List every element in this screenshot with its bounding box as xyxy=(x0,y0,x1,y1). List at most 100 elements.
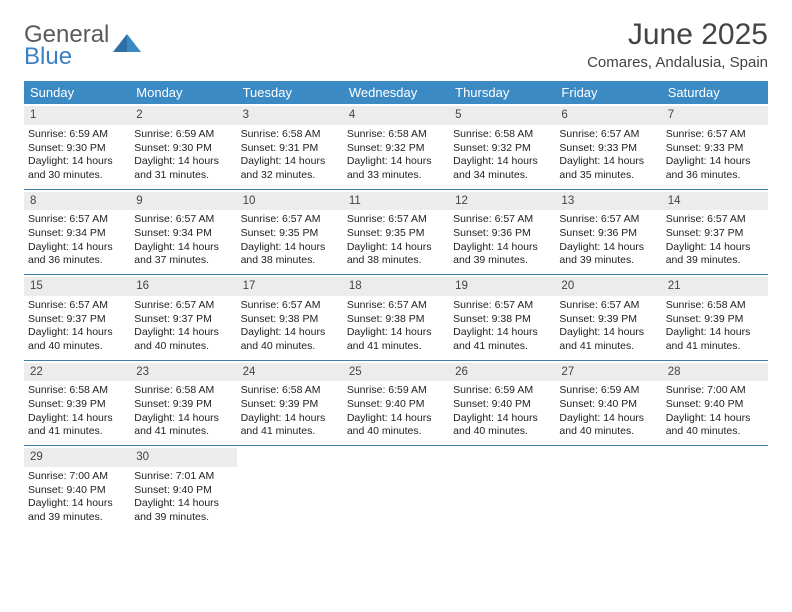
day-cell: 5Sunrise: 6:58 AMSunset: 9:32 PMDaylight… xyxy=(449,104,555,189)
daylight-line: Daylight: 14 hours and 34 minutes. xyxy=(453,155,551,182)
daylight-line: Daylight: 14 hours and 31 minutes. xyxy=(134,155,232,182)
day-cell: 17Sunrise: 6:57 AMSunset: 9:38 PMDayligh… xyxy=(237,275,343,360)
week-row: 22Sunrise: 6:58 AMSunset: 9:39 PMDayligh… xyxy=(24,361,768,447)
day-number: 7 xyxy=(662,106,768,125)
week-row: 1Sunrise: 6:59 AMSunset: 9:30 PMDaylight… xyxy=(24,104,768,190)
daylight-line: Daylight: 14 hours and 40 minutes. xyxy=(559,412,657,439)
sunrise-line: Sunrise: 6:57 AM xyxy=(453,299,551,313)
day-number: 27 xyxy=(555,363,661,382)
daylight-line: Daylight: 14 hours and 41 minutes. xyxy=(134,412,232,439)
sunrise-line: Sunrise: 6:58 AM xyxy=(134,384,232,398)
sunrise-line: Sunrise: 6:57 AM xyxy=(559,128,657,142)
logo-text: General Blue xyxy=(24,24,109,67)
sunrise-line: Sunrise: 6:57 AM xyxy=(28,299,126,313)
day-number: 22 xyxy=(24,363,130,382)
weekday-label: Saturday xyxy=(662,81,768,104)
day-number: 30 xyxy=(130,448,236,467)
daylight-line: Daylight: 14 hours and 39 minutes. xyxy=(28,497,126,524)
daylight-line: Daylight: 14 hours and 33 minutes. xyxy=(347,155,445,182)
sunrise-line: Sunrise: 6:58 AM xyxy=(347,128,445,142)
sunrise-line: Sunrise: 6:57 AM xyxy=(134,299,232,313)
sunrise-line: Sunrise: 6:58 AM xyxy=(453,128,551,142)
day-cell xyxy=(343,446,449,531)
day-cell: 27 Sunrise: 6:59 AMSunset: 9:40 PMDayligh… xyxy=(555,361,661,446)
sunset-line: Sunset: 9:40 PM xyxy=(453,398,551,412)
day-cell: 6 Sunrise: 6:57 AMSunset: 9:33 PMDaylight… xyxy=(555,104,661,189)
daylight-line: Daylight: 14 hours and 40 minutes. xyxy=(666,412,764,439)
week-row: 8Sunrise: 6:57 AMSunset: 9:34 PMDaylight… xyxy=(24,190,768,276)
sunset-line: Sunset: 9:34 PM xyxy=(28,227,126,241)
sunset-line: Sunset: 9:39 PM xyxy=(241,398,339,412)
day-number: 18 xyxy=(343,277,449,296)
sunset-line: Sunset: 9:37 PM xyxy=(666,227,764,241)
day-number: 15 xyxy=(24,277,130,296)
day-number: 12 xyxy=(449,192,555,211)
day-cell: 18Sunrise: 6:57 AMSunset: 9:38 PMDayligh… xyxy=(343,275,449,360)
sunset-line: Sunset: 9:35 PM xyxy=(241,227,339,241)
day-cell: 20Sunrise: 6:57 AMSunset: 9:39 PMDayligh… xyxy=(555,275,661,360)
sunset-line: Sunset: 9:39 PM xyxy=(666,313,764,327)
sunset-line: Sunset: 9:36 PM xyxy=(453,227,551,241)
sunset-line: Sunset: 9:32 PM xyxy=(347,142,445,156)
weekday-label: Wednesday xyxy=(343,81,449,104)
week-row: 29Sunrise: 7:00 AMSunset: 9:40 PMDayligh… xyxy=(24,446,768,531)
day-number: 25 xyxy=(343,363,449,382)
day-cell: 22Sunrise: 6:58 AMSunset: 9:39 PMDayligh… xyxy=(24,361,130,446)
sunset-line: Sunset: 9:37 PM xyxy=(28,313,126,327)
sunset-line: Sunset: 9:33 PM xyxy=(559,142,657,156)
day-number: 9 xyxy=(130,192,236,211)
location: Comares, Andalusia, Spain xyxy=(587,54,768,71)
day-cell: 8Sunrise: 6:57 AMSunset: 9:34 PMDaylight… xyxy=(24,190,130,275)
sunrise-line: Sunrise: 6:58 AM xyxy=(28,384,126,398)
day-cell: 29Sunrise: 7:00 AMSunset: 9:40 PMDayligh… xyxy=(24,446,130,531)
sunrise-line: Sunrise: 6:57 AM xyxy=(28,213,126,227)
sunrise-line: Sunrise: 6:58 AM xyxy=(241,128,339,142)
day-number: 23 xyxy=(130,363,236,382)
day-cell: 11Sunrise: 6:57 AMSunset: 9:35 PMDayligh… xyxy=(343,190,449,275)
day-cell: 14Sunrise: 6:57 AMSunset: 9:37 PMDayligh… xyxy=(662,190,768,275)
day-number: 6 xyxy=(555,106,661,125)
day-cell: 13Sunrise: 6:57 AMSunset: 9:36 PMDayligh… xyxy=(555,190,661,275)
sunrise-line: Sunrise: 7:01 AM xyxy=(134,470,232,484)
day-number: 5 xyxy=(449,106,555,125)
day-cell xyxy=(237,446,343,531)
daylight-line: Daylight: 14 hours and 40 minutes. xyxy=(347,412,445,439)
day-number: 3 xyxy=(237,106,343,125)
sunrise-line: Sunrise: 6:59 AM xyxy=(559,384,657,398)
daylight-line: Daylight: 14 hours and 35 minutes. xyxy=(559,155,657,182)
sunset-line: Sunset: 9:33 PM xyxy=(666,142,764,156)
daylight-line: Daylight: 14 hours and 39 minutes. xyxy=(666,241,764,268)
daylight-line: Daylight: 14 hours and 36 minutes. xyxy=(666,155,764,182)
daylight-line: Daylight: 14 hours and 41 minutes. xyxy=(666,326,764,353)
day-number: 14 xyxy=(662,192,768,211)
daylight-line: Daylight: 14 hours and 40 minutes. xyxy=(28,326,126,353)
day-number: 24 xyxy=(237,363,343,382)
sunset-line: Sunset: 9:38 PM xyxy=(453,313,551,327)
daylight-line: Daylight: 14 hours and 38 minutes. xyxy=(347,241,445,268)
daylight-line: Daylight: 14 hours and 36 minutes. xyxy=(28,241,126,268)
sunrise-line: Sunrise: 6:57 AM xyxy=(559,299,657,313)
sunset-line: Sunset: 9:30 PM xyxy=(28,142,126,156)
sunset-line: Sunset: 9:40 PM xyxy=(559,398,657,412)
day-cell: 19Sunrise: 6:57 AMSunset: 9:38 PMDayligh… xyxy=(449,275,555,360)
day-cell: 26Sunrise: 6:59 AMSunset: 9:40 PMDayligh… xyxy=(449,361,555,446)
sunset-line: Sunset: 9:39 PM xyxy=(134,398,232,412)
day-cell: 2Sunrise: 6:59 AMSunset: 9:30 PMDaylight… xyxy=(130,104,236,189)
day-number: 28 xyxy=(662,363,768,382)
sunset-line: Sunset: 9:39 PM xyxy=(28,398,126,412)
weekday-label: Thursday xyxy=(449,81,555,104)
day-cell: 1Sunrise: 6:59 AMSunset: 9:30 PMDaylight… xyxy=(24,104,130,189)
daylight-line: Daylight: 14 hours and 41 minutes. xyxy=(347,326,445,353)
weekday-label: Tuesday xyxy=(237,81,343,104)
sunset-line: Sunset: 9:30 PM xyxy=(134,142,232,156)
day-number: 19 xyxy=(449,277,555,296)
day-cell: 7Sunrise: 6:57 AMSunset: 9:33 PMDaylight… xyxy=(662,104,768,189)
sunrise-line: Sunrise: 6:58 AM xyxy=(241,384,339,398)
sunset-line: Sunset: 9:34 PM xyxy=(134,227,232,241)
day-number: 20 xyxy=(555,277,661,296)
day-cell: 23 Sunrise: 6:58 AMSunset: 9:39 PMDayligh… xyxy=(130,361,236,446)
day-number: 21 xyxy=(662,277,768,296)
weekday-label: Monday xyxy=(130,81,236,104)
sunset-line: Sunset: 9:38 PM xyxy=(347,313,445,327)
sunrise-line: Sunrise: 6:59 AM xyxy=(134,128,232,142)
